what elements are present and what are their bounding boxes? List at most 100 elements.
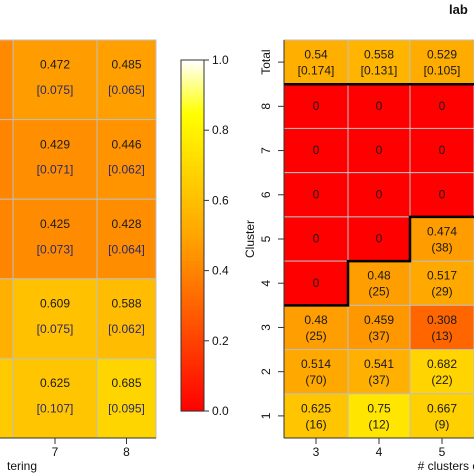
cell-value: 0.514 [301, 357, 331, 371]
colorbar-segment [181, 214, 204, 219]
colorbar-segment [181, 224, 204, 230]
cell-value: 0 [313, 187, 320, 201]
colorbar-segment [181, 95, 204, 100]
colorbar-segment [181, 60, 204, 65]
colorbar-segment [181, 309, 204, 314]
cell-count: (70) [305, 373, 326, 387]
heatmap-cell [12, 198, 98, 280]
colorbar-segment [181, 123, 204, 128]
cell-count: (37) [368, 329, 389, 343]
colorbar-segment [181, 102, 204, 107]
colorbar-segment [181, 344, 204, 349]
colorbar-segment [181, 256, 204, 261]
cell-count: (12) [368, 417, 389, 431]
right-heatmap: 0.54[0.174] 0.558[0.131] 0.529[0.105] 0 0 0 0 0… [283, 39, 474, 439]
heatmap-cell [12, 119, 98, 200]
cell-value: 0.75 [367, 401, 391, 415]
cell-value: 0.446 [111, 137, 141, 151]
cell-value: 0.558 [364, 48, 394, 62]
colorbar-segment [181, 91, 204, 96]
colorbar-segment [181, 305, 204, 310]
colorbar-segment [181, 277, 204, 282]
y-axis-title: Cluster [243, 220, 257, 258]
cell-value: 0 [376, 99, 383, 113]
cell-value: 0.48 [304, 313, 328, 327]
colorbar: 1.0 0.8 0.6 0.4 0.2 0.0 [180, 53, 229, 418]
heatmap-cell [347, 172, 411, 218]
heatmap-cell [96, 198, 157, 280]
colorbar-segment [181, 179, 204, 184]
colorbar-segment [181, 207, 204, 212]
cell-count: (25) [305, 329, 326, 343]
colorbar-segment [181, 260, 204, 265]
colorbar-segment [181, 249, 204, 254]
colorbar-segment [181, 368, 204, 373]
colorbar-segment [181, 347, 204, 352]
colorbar-segment [181, 354, 204, 359]
cell-value: 0 [376, 143, 383, 157]
heatmap-cell [283, 83, 349, 129]
cell-value: 0 [313, 99, 320, 113]
heatmap-cell [0, 278, 14, 359]
heatmap-cell [409, 127, 474, 174]
colorbar-segment [181, 105, 204, 110]
colorbar-segment [181, 407, 204, 412]
colorbar-segment [181, 284, 204, 289]
cell-value: 0.625 [40, 376, 70, 390]
colorbar-tick-label: 0.8 [212, 123, 229, 137]
cell-count: (22) [431, 373, 452, 387]
x-tick-label: 8 [123, 445, 130, 459]
cell-value: 0.485 [111, 58, 141, 72]
heatmap-cell [409, 260, 474, 306]
cell-value: 0.588 [111, 296, 141, 310]
colorbar-segment [181, 386, 204, 391]
x-tick-label: 3 [313, 445, 320, 459]
cell-value: 0 [376, 232, 383, 246]
heatmap-cell [347, 304, 411, 351]
cell-count: (9) [435, 417, 450, 431]
corner-label: lab [449, 2, 468, 17]
colorbar-segment [181, 274, 204, 279]
heatmap-cell [283, 304, 349, 351]
colorbar-segment [181, 361, 204, 366]
cell-bracket: [0.107] [37, 402, 74, 416]
x-tick-label: 4 [376, 445, 383, 459]
heatmap-cell [0, 357, 14, 439]
heatmap-cell [0, 39, 14, 121]
colorbar-segment [181, 193, 204, 198]
cell-value: 0 [376, 187, 383, 201]
colorbar-segment [181, 270, 204, 275]
colorbar-segment [181, 168, 204, 173]
left-x-axis: 678tering [0, 437, 156, 473]
heatmap-cell [12, 357, 98, 439]
colorbar-segment [181, 379, 204, 384]
colorbar-segment [181, 316, 204, 321]
y-tick-label: 5 [259, 235, 273, 242]
cell-count: [0.105] [424, 63, 461, 77]
colorbar-segment [181, 323, 204, 328]
heatmap-cell [409, 393, 474, 439]
colorbar-segment [181, 203, 204, 209]
heatmap-cell [96, 278, 157, 359]
colorbar-segment [181, 130, 204, 135]
colorbar-segment [181, 109, 204, 114]
colorbar-segment [181, 400, 204, 405]
y-tick-label: Total [259, 49, 273, 74]
heatmap-cell [347, 393, 411, 439]
colorbar-segment [181, 333, 204, 338]
colorbar-segment [181, 228, 204, 233]
heatmap-cell [347, 349, 411, 395]
cell-value: 0.625 [301, 401, 331, 415]
heatmap-cell [347, 83, 411, 129]
colorbar-segment [181, 165, 204, 170]
cell-count: (38) [431, 240, 452, 254]
cell-value: 0.517 [427, 269, 457, 283]
colorbar-segment [181, 88, 204, 93]
colorbar-tick-label: 1.0 [212, 53, 229, 67]
colorbar-segment [181, 116, 204, 121]
colorbar-segment [181, 267, 204, 272]
colorbar-segment [181, 133, 204, 138]
colorbar-tick-label: 0.0 [212, 404, 229, 418]
cell-value: 0.667 [427, 401, 457, 415]
colorbar-segment [181, 340, 204, 345]
